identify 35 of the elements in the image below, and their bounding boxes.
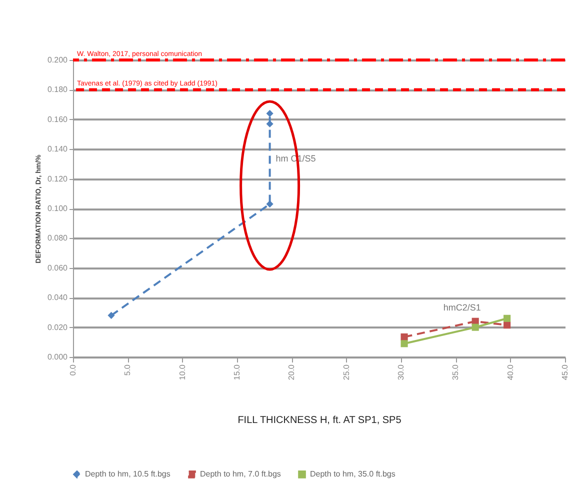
y-tick-label: 0.120 (47, 174, 68, 184)
y-tick-label: 0.100 (47, 204, 68, 213)
y-tick-label: 0.140 (47, 144, 68, 154)
y-tick-label: 0.200 (47, 56, 68, 64)
point (504, 314, 511, 322)
point (266, 200, 274, 208)
x-tick-label: 45.0 (560, 364, 570, 380)
y-tick-label: 0.080 (47, 234, 68, 243)
point (504, 322, 511, 329)
legend-label: Depth to hm, 7.0 ft.bgs (200, 469, 281, 478)
point (400, 340, 408, 348)
x-tick-label: 25.0 (342, 364, 351, 380)
y-tick-label: 0.160 (47, 114, 68, 124)
x-tick-label: 20.0 (287, 364, 296, 380)
y-tick-label: 0.060 (47, 263, 68, 272)
y-tick-label: 0.000 (47, 352, 68, 362)
y-tick-label: 0.040 (47, 293, 68, 302)
point (472, 324, 479, 331)
point (266, 120, 274, 128)
x-tick-label: 10.0 (178, 364, 187, 380)
point (266, 110, 274, 117)
x-tick-label: 5.0 (123, 364, 132, 376)
y-tick-label: 0.020 (47, 322, 68, 332)
x-tick-label: 35.0 (451, 364, 460, 380)
y-tick-label: 0.180 (47, 85, 68, 94)
x-tick-label: 0.0 (68, 364, 78, 376)
x-tick-label: 40.0 (506, 364, 515, 380)
x-axis-title: FILL THICKNESS H, ft. AT SP1, SP5 (238, 415, 402, 426)
point (400, 333, 408, 340)
annotation: hmC2/S1 (443, 302, 481, 312)
legend-label: Depth to hm, 35.0 ft.bgs (310, 469, 396, 478)
point (108, 312, 115, 319)
x-tick-label: 15.0 (232, 364, 242, 380)
x-tick-label: 30.0 (396, 364, 406, 380)
legend-label: Depth to hm, 10.5 ft.bgs (85, 469, 170, 478)
